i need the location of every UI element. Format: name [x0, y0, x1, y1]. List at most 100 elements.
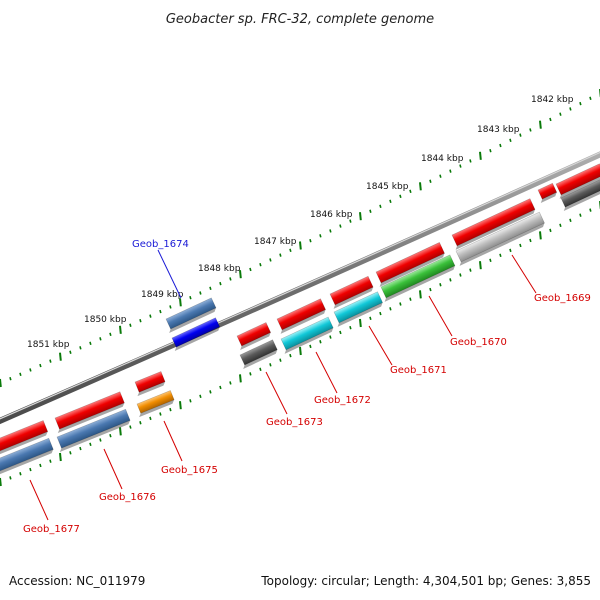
ruler-minor-tick [189, 295, 192, 300]
gene-block-geob-1671[interactable] [331, 291, 384, 327]
gene-label-geob-1671[interactable]: Geob_1671 [390, 365, 447, 376]
gene-block-geob-1670[interactable] [378, 254, 456, 302]
ruler-minor-tick [149, 416, 152, 421]
tick-label-1850: 1850 kbp [84, 315, 127, 325]
ruler-minor-tick [209, 390, 212, 394]
ruler-minor-tick [399, 302, 402, 306]
ruler-minor-tick [199, 291, 202, 295]
ruler-minor-tick [549, 228, 552, 233]
ruler-minor-tick [139, 421, 142, 425]
ruler-minor-tick [489, 148, 492, 153]
ruler-minor-tick [309, 344, 312, 349]
gene-label-geob-1673[interactable]: Geob_1673 [266, 417, 323, 428]
ruler-minor-tick [459, 273, 462, 277]
gene-block-geob-1674-b[interactable] [169, 317, 221, 352]
ruler-major-tick [479, 261, 482, 270]
ruler-minor-tick [249, 267, 252, 272]
ruler-major-tick [239, 270, 242, 279]
ruler-minor-tick [469, 159, 472, 163]
gene-block-top-5[interactable] [327, 275, 374, 309]
gene-block-top-9[interactable] [52, 391, 125, 434]
ruler-minor-tick [259, 262, 262, 267]
gene-block-geob-1677[interactable] [0, 437, 54, 476]
tick-label-1848: 1848 kbp [198, 264, 241, 274]
gene-block-top-6[interactable] [274, 298, 327, 334]
ruler-minor-tick [559, 112, 562, 116]
tick-label-1843: 1843 kbp [477, 125, 520, 135]
ruler-minor-tick [169, 305, 172, 309]
ruler-minor-tick [219, 385, 222, 390]
ruler-minor-tick [9, 376, 12, 381]
ruler-minor-tick [349, 219, 352, 223]
gene-label-geob-1672[interactable]: Geob_1672 [314, 395, 371, 406]
ruler-minor-tick [99, 337, 102, 341]
ruler-minor-tick [409, 189, 412, 194]
ruler-minor-tick [339, 224, 342, 228]
gene-label-geob-1669[interactable]: Geob_1669 [534, 293, 591, 304]
ruler-minor-tick [39, 363, 42, 368]
gene-label-geob-1675[interactable]: Geob_1675 [161, 465, 218, 476]
leader-geob-1670 [428, 295, 453, 337]
gene-block-geob-1676[interactable] [54, 408, 131, 453]
gene-block-gray-right[interactable] [558, 179, 600, 212]
gene-block-top-2[interactable] [535, 182, 558, 204]
ruler-major-tick [119, 427, 122, 436]
chromosome-backbone [0, 151, 600, 425]
ruler-minor-tick [29, 467, 32, 472]
ruler-minor-tick [69, 451, 72, 455]
ruler-major-tick [0, 378, 2, 388]
gene-block-top-1[interactable] [553, 163, 600, 199]
gene-block-top-10[interactable] [0, 420, 49, 456]
ruler-minor-tick [569, 107, 572, 111]
ruler-minor-tick [529, 128, 532, 132]
ruler-major-tick [119, 325, 122, 334]
ruler-minor-tick [379, 204, 382, 209]
leader-geob-1673 [265, 371, 288, 415]
ruler-minor-tick [159, 309, 162, 314]
ruler-minor-tick [19, 472, 22, 476]
ruler-major-tick [299, 346, 302, 356]
ruler-minor-tick [499, 143, 502, 148]
ruler-minor-tick [589, 208, 592, 212]
leader-geob-1669 [511, 254, 537, 294]
tick-label-1847: 1847 kbp [254, 237, 297, 247]
ruler-minor-tick [69, 350, 72, 354]
ruler-minor-tick [169, 407, 172, 412]
ruler-minor-tick [499, 253, 502, 258]
ruler-major-tick [359, 318, 362, 328]
tick-label-1851: 1851 kbp [27, 340, 70, 350]
gene-block-top-4[interactable] [373, 242, 445, 287]
ruler-major-tick [59, 452, 62, 462]
gene-features [0, 163, 600, 476]
gene-label-geob-1670[interactable]: Geob_1670 [450, 337, 507, 348]
ruler-minor-tick [329, 229, 332, 233]
ruler-major-tick [419, 290, 422, 299]
gene-label-geob-1676[interactable]: Geob_1676 [99, 492, 156, 503]
gene-block-top-8[interactable] [132, 371, 166, 397]
gene-label-geob-1674[interactable]: Geob_1674 [132, 239, 189, 250]
gene-block-geob-1673[interactable] [237, 339, 278, 369]
gene-block-geob-1675[interactable] [134, 390, 175, 418]
ruler-minor-tick [199, 394, 202, 399]
leader-geob-1677 [29, 479, 49, 521]
ruler-minor-tick [459, 164, 462, 168]
gene-block-geob-1674-a[interactable] [163, 297, 217, 333]
tick-label-1846: 1846 kbp [310, 210, 353, 220]
inner-ruler-dots [0, 201, 600, 487]
ruler-minor-tick [339, 330, 342, 335]
ruler-minor-tick [309, 238, 312, 243]
ruler-minor-tick [149, 314, 152, 318]
gene-block-top-3[interactable] [449, 198, 536, 250]
ruler-minor-tick [49, 359, 52, 363]
leader-geob-1674 [157, 249, 182, 299]
ruler-minor-tick [569, 218, 572, 222]
genome-summary-text: Topology: circular; Length: 4,304,501 bp… [260, 574, 591, 588]
leader-geob-1672 [315, 351, 338, 394]
ruler-minor-tick [489, 258, 492, 262]
gene-block-top-7[interactable] [234, 322, 272, 350]
gene-label-geob-1677[interactable]: Geob_1677 [23, 524, 80, 535]
gene-block-geob-1672[interactable] [278, 316, 334, 354]
ruler-minor-tick [519, 133, 522, 137]
tick-label-1842: 1842 kbp [531, 95, 574, 105]
gene-block-geob-1669[interactable] [453, 211, 545, 266]
